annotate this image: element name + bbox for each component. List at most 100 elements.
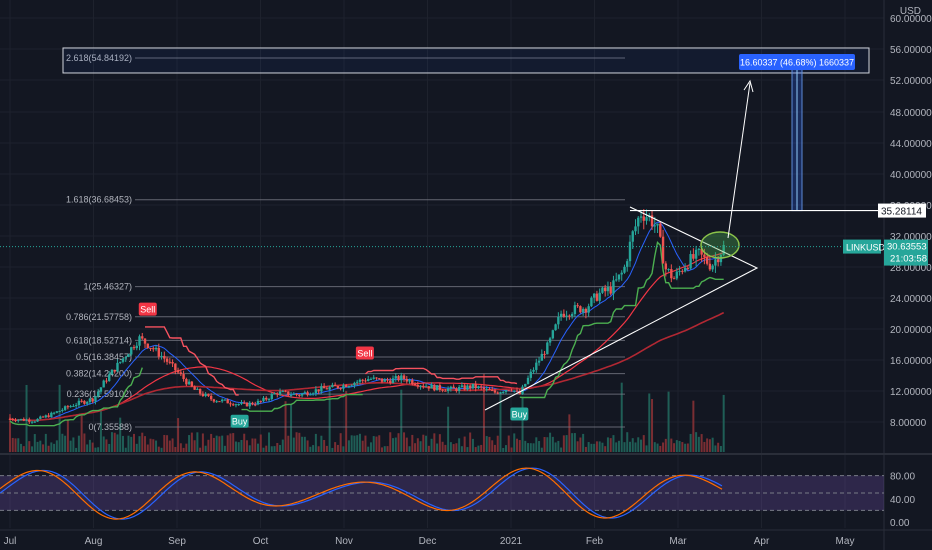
candle-body bbox=[623, 266, 626, 273]
candle-body bbox=[119, 361, 122, 363]
candle-body bbox=[620, 272, 623, 275]
volume-bar bbox=[411, 434, 414, 452]
volume-bar bbox=[367, 446, 370, 452]
candle-body bbox=[615, 279, 618, 281]
volume-bar bbox=[232, 433, 235, 452]
candle-body bbox=[185, 379, 188, 385]
candle-body bbox=[565, 315, 568, 317]
time-axis[interactable]: Jul Aug Sep Oct Nov Dec 2021 Feb Mar Apr May bbox=[4, 536, 855, 547]
volume-bar bbox=[113, 432, 116, 452]
candle-body bbox=[262, 397, 265, 402]
candle-body bbox=[686, 267, 690, 269]
candle-body bbox=[664, 263, 668, 270]
candle-body bbox=[30, 421, 34, 423]
time-tick-label: Oct bbox=[253, 536, 269, 547]
candle-body bbox=[152, 348, 155, 350]
candle-body bbox=[587, 306, 590, 313]
candle-body bbox=[551, 330, 555, 339]
candle-body bbox=[331, 384, 334, 388]
candle-body bbox=[372, 377, 375, 379]
volume-bar bbox=[295, 432, 298, 452]
candle-body bbox=[714, 259, 717, 266]
volume-bar bbox=[218, 436, 221, 452]
volume-bar bbox=[301, 436, 304, 452]
volume-bar bbox=[637, 437, 640, 452]
candle-body bbox=[361, 379, 364, 381]
volume-bar bbox=[61, 433, 64, 452]
candle-body bbox=[507, 390, 510, 392]
candle-body bbox=[513, 390, 516, 392]
candle-body bbox=[41, 416, 45, 418]
candle-body bbox=[397, 376, 400, 381]
candle-body bbox=[653, 225, 656, 227]
candle-body bbox=[22, 418, 25, 421]
candle-body bbox=[496, 392, 499, 394]
candle-body bbox=[667, 269, 670, 271]
volume-bar bbox=[593, 443, 596, 452]
level-label-box bbox=[878, 203, 926, 218]
volume-bar bbox=[571, 433, 574, 452]
volume-bar bbox=[116, 434, 119, 452]
volume-bar bbox=[31, 446, 34, 452]
volume-bar bbox=[14, 438, 17, 452]
candle-body bbox=[692, 254, 695, 259]
candle-body bbox=[460, 385, 464, 387]
volume-bar bbox=[347, 440, 350, 452]
candle-body bbox=[413, 383, 417, 385]
candle-body bbox=[532, 369, 535, 372]
candle-body bbox=[248, 402, 251, 407]
candle-body bbox=[298, 394, 301, 396]
volume-bar bbox=[372, 436, 375, 452]
volume-bar bbox=[460, 446, 463, 452]
volume-bar bbox=[152, 439, 155, 452]
volume-bar bbox=[502, 447, 505, 452]
candle-body bbox=[559, 313, 563, 317]
volume-bar bbox=[248, 445, 251, 452]
candle-body bbox=[157, 347, 160, 357]
candle-body bbox=[344, 385, 348, 388]
volume-bar bbox=[193, 440, 196, 452]
candle-body bbox=[127, 354, 130, 358]
volume-bar bbox=[110, 432, 113, 452]
candle-body bbox=[306, 392, 309, 396]
volume-bar bbox=[516, 438, 519, 452]
candle-body bbox=[339, 388, 342, 390]
candle-body bbox=[389, 380, 392, 384]
volume-bar bbox=[612, 435, 615, 452]
volume-bar bbox=[551, 436, 554, 452]
volume-bar bbox=[518, 440, 521, 452]
fib-label: 0.786(21.57758) bbox=[66, 312, 132, 322]
candle-body bbox=[444, 390, 447, 392]
volume-bar bbox=[190, 432, 193, 452]
candle-body bbox=[430, 384, 433, 389]
volume-bar bbox=[617, 440, 620, 452]
candle-body bbox=[722, 245, 725, 255]
volume-bar bbox=[554, 442, 557, 452]
candle-body bbox=[256, 400, 260, 405]
volume-bar bbox=[651, 399, 654, 452]
volume-bar bbox=[75, 447, 78, 452]
candle-body bbox=[350, 385, 353, 387]
supertrend-line bbox=[519, 240, 724, 399]
candle-body bbox=[243, 402, 246, 404]
candle-body bbox=[355, 381, 359, 383]
volume-bar bbox=[609, 438, 612, 452]
volume-bar bbox=[513, 433, 516, 452]
candle-body bbox=[526, 377, 530, 384]
price-tag-countdown: 21:03:58 bbox=[890, 254, 927, 265]
candle-body bbox=[358, 379, 362, 382]
volume-bar bbox=[223, 445, 226, 452]
candle-body bbox=[85, 402, 89, 404]
candle-body bbox=[378, 378, 381, 380]
volume-bar bbox=[20, 443, 23, 452]
volume-bar bbox=[97, 447, 100, 452]
candle-body bbox=[650, 215, 654, 227]
supertrend-line bbox=[9, 367, 143, 427]
candle-body bbox=[287, 391, 290, 396]
candle-body bbox=[270, 394, 273, 400]
candle-body bbox=[52, 412, 56, 414]
volume-bar bbox=[595, 441, 598, 452]
